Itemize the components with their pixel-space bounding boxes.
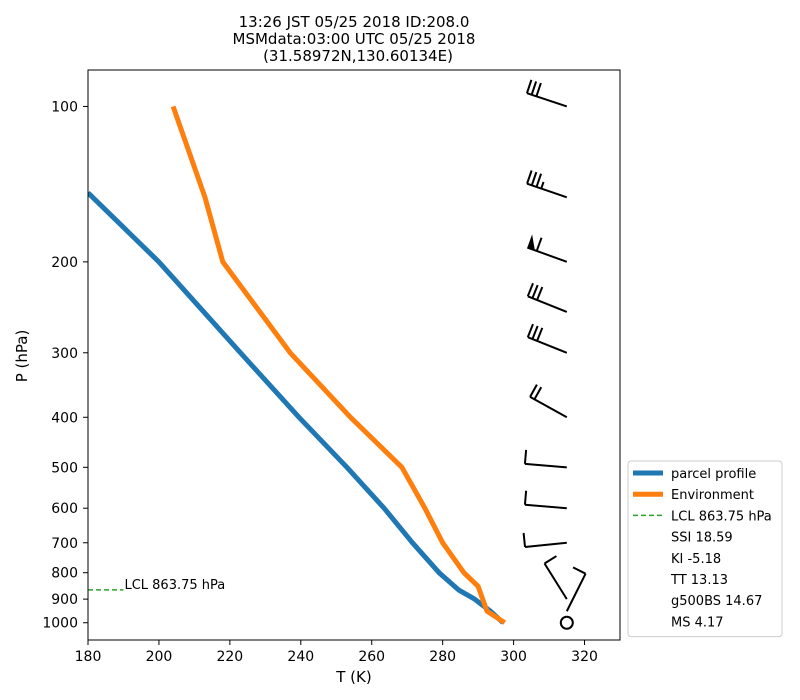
wind-barb-10 [565, 566, 587, 612]
x-tick-label-0: 180 [75, 649, 102, 665]
wind-barb-6 [523, 449, 567, 469]
wind-barb-11 [559, 615, 574, 630]
y-tick-label-6: 700 [51, 536, 78, 552]
x-tick-label-3: 240 [287, 649, 314, 665]
y-tick-label-0: 100 [51, 99, 78, 115]
plot-area: LCL 863.75 hPa [88, 79, 587, 630]
wind-barb-8 [522, 532, 567, 548]
plot-clip-group [88, 79, 587, 630]
title-line-3: (31.58972N,130.60134E) [263, 47, 453, 65]
y-tick-label-3: 400 [51, 410, 78, 426]
y-axis-label: P (hPa) [13, 330, 31, 383]
y-tick-label-9: 1000 [42, 616, 78, 632]
x-tick-label-4: 260 [358, 649, 385, 665]
legend-label-2: LCL 863.75 hPa [671, 509, 772, 524]
axes: 180 200 220 240 260 280 300 320 100 200 300 400 500 6… [42, 69, 621, 665]
x-axis-label: T (K) [335, 668, 371, 686]
series-line-0 [88, 191, 505, 625]
legend-box [627, 460, 783, 638]
title-line-2: MSMdata:03:00 UTC 05/25 2018 [233, 30, 476, 48]
legend: parcel profile Environment LCL 863.75 hPa S… [627, 460, 783, 638]
y-tick-label-1: 200 [51, 255, 78, 271]
wind-barb-3 [526, 282, 568, 313]
x-tick-label-5: 280 [429, 649, 456, 665]
x-tick-label-1: 200 [146, 649, 173, 665]
chart-title: 13:26 JST 05/25 2018 ID:208.0 MSMdata:03… [233, 13, 476, 65]
plot-frame [87, 69, 621, 641]
wind-barb-2 [526, 234, 568, 263]
x-tick-label-2: 220 [216, 649, 243, 665]
legend-label-1: Environment [671, 488, 754, 503]
y-tick-label-7: 800 [51, 566, 78, 582]
lcl-label: LCL 863.75 hPa [124, 578, 225, 593]
legend-label-0: parcel profile [671, 467, 756, 482]
wind-barb-0 [526, 79, 568, 108]
series-line-1 [170, 105, 507, 625]
y-tick-label-4: 500 [51, 460, 78, 476]
y-tick-label-8: 900 [51, 592, 78, 608]
legend-label-4: KI -5.18 [671, 552, 721, 567]
wind-barb-5 [529, 384, 568, 419]
x-tick-label-7: 320 [571, 649, 598, 665]
wind-barb-1 [526, 170, 568, 199]
title-line-1: 13:26 JST 05/25 2018 ID:208.0 [239, 13, 470, 31]
wind-barb-4 [526, 323, 568, 354]
legend-label-3: SSI 18.59 [671, 531, 733, 546]
wind-barb-9 [543, 555, 568, 600]
y-tick-label-2: 300 [51, 346, 78, 362]
y-tick-label-5: 600 [51, 501, 78, 517]
wind-barb-7 [523, 490, 567, 510]
legend-label-6: g500BS 14.67 [671, 594, 762, 609]
legend-label-5: TT 13.13 [670, 573, 728, 588]
legend-label-7: MS 4.17 [671, 615, 724, 630]
x-tick-label-6: 300 [500, 649, 527, 665]
